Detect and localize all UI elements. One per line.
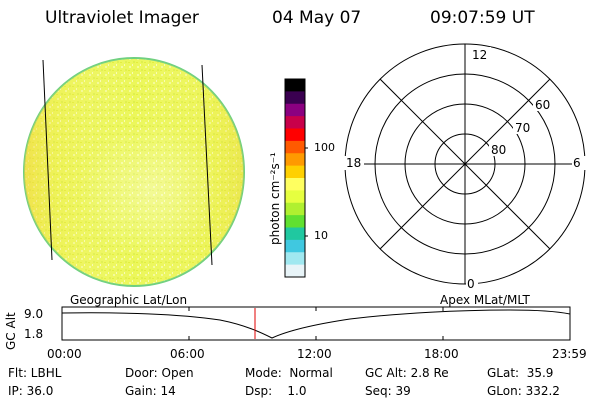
uv-image [23, 57, 245, 287]
colorbar-segment [285, 165, 305, 179]
colorbar-segment [285, 153, 305, 167]
altitude-curve [61, 309, 571, 339]
ip-info: IP: 36.0 [8, 384, 54, 398]
x-tick-2359: 23:59 [552, 347, 587, 361]
colorbar-segment [285, 239, 305, 253]
dsp-info: Dsp: 1.0 [245, 384, 307, 398]
colorbar-segment [285, 79, 305, 92]
mlt-label-6: 6 [573, 156, 581, 170]
colorbar-segment [285, 116, 305, 129]
colorbar-segment [285, 128, 305, 142]
colorbar-segment [285, 178, 305, 191]
terminator-line-left [42, 59, 53, 261]
colorbar-segment [285, 103, 305, 117]
app-title: Ultraviolet Imager [45, 8, 199, 28]
y-tick-max: 9.0 [24, 307, 44, 321]
mode-info: Mode: Normal [245, 366, 333, 380]
colorbar-segment [285, 215, 305, 228]
colorbar-tick-10: 10 [314, 229, 328, 242]
seq-info: Seq: 39 [365, 384, 411, 398]
x-tick-0000: 00:00 [47, 347, 82, 361]
colorbar [284, 78, 308, 278]
mlat-label-70: 70 [515, 121, 530, 135]
x-tick-1800: 18:00 [424, 347, 459, 361]
apex-label: Apex MLat/MLT [440, 293, 530, 307]
altitude-plot [61, 306, 571, 341]
gain-info: Gain: 14 [125, 384, 176, 398]
polar-grid: 12 18 6 0 60 70 80 [344, 43, 586, 291]
mlat-label-60: 60 [535, 98, 550, 112]
mlt-label-12: 12 [472, 48, 487, 62]
colorbar-segment [285, 91, 305, 105]
x-tick-0600: 06:00 [170, 347, 205, 361]
colorbar-label: photon cm⁻²s⁻¹ [268, 152, 282, 245]
mlt-label-0: 0 [467, 277, 475, 291]
y-axis-label: GC Alt [4, 312, 18, 350]
colorbar-segment [285, 202, 305, 216]
colorbar-segment [285, 190, 305, 204]
mlt-label-18: 18 [346, 156, 361, 170]
door-info: Door: Open [125, 366, 194, 380]
y-tick-min: 1.8 [24, 327, 44, 341]
gc-alt-info: GC Alt: 2.8 Re [365, 366, 449, 380]
mlat-label-80: 80 [491, 143, 506, 157]
filter-info: Flt: LBHL [8, 366, 62, 380]
x-tick-1200: 12:00 [297, 347, 332, 361]
colorbar-segment [285, 140, 305, 154]
glon-info: GLon: 332.2 [487, 384, 560, 398]
colorbar-segment [285, 227, 305, 241]
colorbar-segment [285, 264, 305, 278]
terminator-line-right [201, 64, 213, 266]
observation-date: 04 May 07 [272, 8, 362, 28]
geographic-label: Geographic Lat/Lon [70, 293, 188, 307]
colorbar-tick-100: 100 [314, 141, 335, 154]
colorbar-segment [285, 252, 305, 266]
observation-time: 09:07:59 UT [430, 8, 535, 28]
glat-info: GLat: 35.9 [487, 366, 554, 380]
